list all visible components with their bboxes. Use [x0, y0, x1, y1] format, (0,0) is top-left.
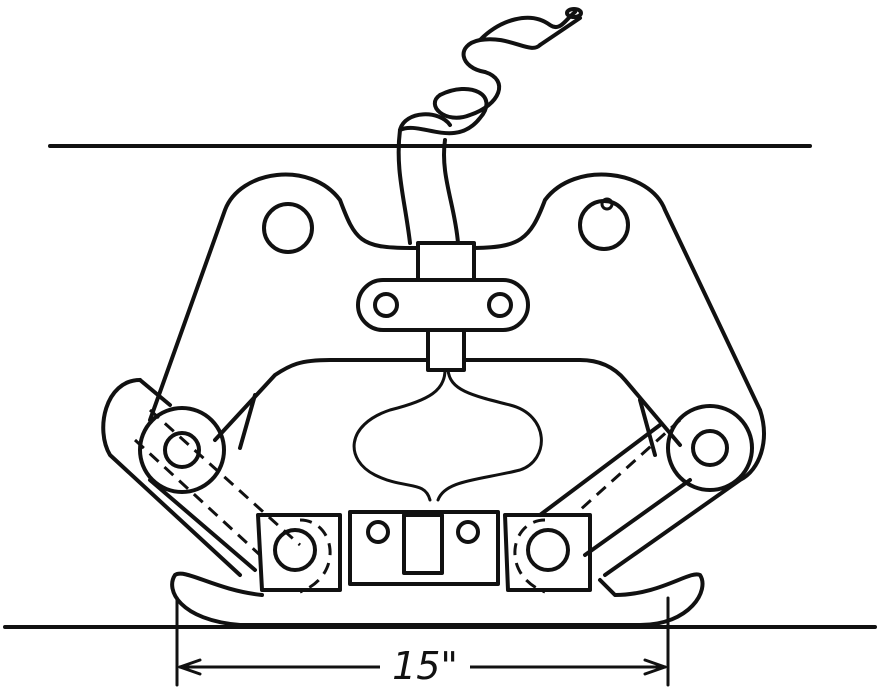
right-jaw-block [503, 513, 592, 594]
center-contact-block [348, 510, 500, 586]
right-swing-arm [538, 404, 766, 577]
cable-clamp-block [416, 241, 476, 283]
dimension-label: 15" [380, 646, 470, 686]
wire-loop [352, 368, 543, 502]
upper-left-pivot-hole [262, 202, 314, 254]
left-jaw-block [256, 513, 342, 594]
clamp-plate [356, 278, 530, 332]
lower-connector [426, 328, 466, 372]
left-swing-arm [101, 378, 302, 577]
twisted-cable [396, 7, 583, 245]
base-shoe [170, 571, 705, 627]
